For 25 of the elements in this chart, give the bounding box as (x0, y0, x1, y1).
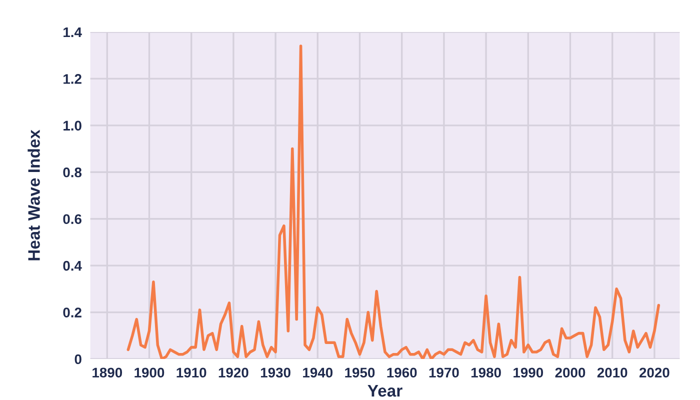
line-series (126, 44, 660, 359)
y-tick-label: 0 (74, 354, 82, 364)
x-tick-label: 1940 (303, 368, 333, 378)
x-axis-title: Year (368, 385, 402, 397)
x-tick-label: 1920 (218, 368, 248, 378)
x-tick-label: 1970 (429, 368, 459, 378)
y-tick-label: 0.4 (63, 260, 82, 271)
x-tick-label: 2010 (597, 368, 628, 378)
y-tick-label: 0.2 (63, 308, 82, 318)
y-tick-label: 1.2 (64, 74, 82, 84)
x-tick-label: 2000 (555, 368, 586, 378)
x-tick-label: 1930 (260, 368, 290, 378)
x-tick-label: 1990 (514, 368, 544, 378)
x-tick-label: 1960 (387, 368, 417, 378)
y-tick-label: 0.8 (63, 167, 82, 178)
x-tick-label: 1980 (471, 368, 501, 378)
x-tick-label: 1900 (134, 368, 164, 378)
x-tick-label: 1890 (92, 368, 122, 378)
y-tick-label: 1.4 (64, 27, 82, 38)
y-axis-title: Heat Wave Index (28, 130, 40, 260)
x-tick-label: 1950 (345, 368, 375, 378)
y-tick-label: 1.0 (64, 120, 82, 131)
x-tick-label: 2020 (639, 368, 670, 378)
y-tick-label: 0.6 (63, 214, 82, 224)
x-tick-label: 1910 (176, 368, 206, 378)
